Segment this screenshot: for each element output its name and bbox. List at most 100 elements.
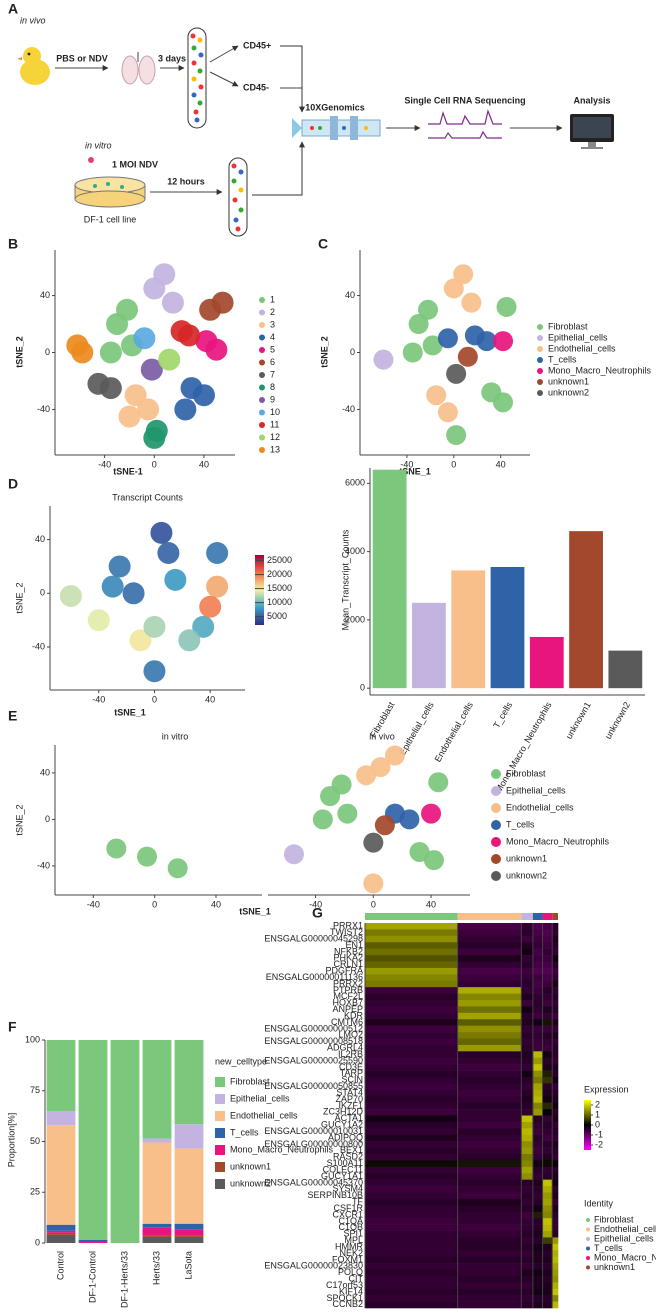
heatmap-cell — [365, 1237, 458, 1245]
heatmap-cell — [365, 1192, 458, 1200]
legend-label: 5 — [270, 344, 275, 354]
heatmap-cell — [521, 929, 534, 937]
legend-marker — [586, 1218, 590, 1222]
heatmap-cell — [521, 1019, 534, 1026]
cluster-point — [373, 349, 394, 370]
heatmap-cell — [552, 1224, 559, 1232]
x-tick-label: 40 — [496, 459, 506, 469]
gene-label: ADIPOQ — [328, 1132, 363, 1142]
dish-icon — [74, 176, 146, 208]
legend-label: 13 — [270, 444, 280, 454]
heatmap-cell — [552, 1237, 559, 1245]
legend-label: unknown2 — [230, 1178, 271, 1188]
heatmap-cell — [552, 955, 559, 962]
y-axis-label: Mean_Transcript_Counts — [340, 529, 350, 630]
heatmap-cell — [521, 987, 534, 994]
heatmap-cell — [532, 1166, 543, 1174]
y-tick-label: 25 — [30, 1187, 40, 1197]
heatmap-cell — [457, 1160, 522, 1168]
heatmap-cell — [521, 1051, 534, 1059]
heatmap-cell — [521, 955, 534, 962]
heatmap-cell — [365, 929, 458, 937]
heatmap-cell — [521, 1237, 534, 1245]
heatmap-cell — [542, 1089, 553, 1097]
heatmap-cell — [552, 1282, 559, 1290]
heatmap-cell — [365, 1006, 458, 1014]
heatmap-cell — [552, 1166, 559, 1174]
bar — [490, 566, 525, 689]
heatmap-cell — [542, 1154, 553, 1161]
heatmap-cell — [457, 1038, 522, 1046]
cluster-point — [153, 263, 176, 286]
heatmap-cell — [552, 1019, 559, 1026]
cluster-point — [211, 291, 234, 314]
heatmap-cell — [532, 948, 543, 956]
heatmap-cell — [542, 1288, 553, 1296]
gene-label: SPOCK1 — [326, 1293, 363, 1303]
legend-label: Epithelial_cells — [506, 785, 566, 795]
heatmap-cell — [521, 1173, 534, 1180]
heatmap-cell — [542, 955, 553, 962]
gene-label: PHKA2 — [333, 953, 363, 963]
bar-segment — [174, 1235, 204, 1237]
heatmap-cell — [532, 1269, 543, 1277]
heatmap-cell — [457, 1269, 522, 1277]
heatmap-cell — [532, 1250, 543, 1257]
heatmap-cell — [542, 1000, 553, 1007]
gene-label: SYSM4 — [332, 1184, 363, 1194]
cell-point — [129, 629, 152, 652]
heatmap-cell — [542, 1019, 553, 1026]
heatmap-cell — [552, 1044, 559, 1052]
heatmap-cell — [521, 967, 534, 975]
y-tick-label: 0 — [40, 588, 45, 598]
heatmap-cell — [532, 1179, 543, 1187]
cluster-point — [493, 392, 514, 413]
cluster-point — [99, 377, 122, 400]
heatmap-cell — [365, 1089, 458, 1097]
x-axis-label: tSNE_1 — [114, 707, 146, 717]
heatmap-cell — [532, 1044, 543, 1052]
gene-label: ENSGALG00000000512 — [264, 1023, 363, 1033]
legend-title: new_celltype — [215, 1056, 267, 1066]
heatmap-cell — [552, 1141, 559, 1148]
heatmap-cell — [521, 1263, 534, 1270]
heatmap-cell — [521, 1089, 534, 1097]
bar-segment — [174, 1236, 204, 1243]
legend-marker — [259, 359, 265, 366]
y-tick-label: 40 — [35, 534, 45, 544]
x-tick-label: 40 — [205, 694, 215, 704]
heatmap-cell — [365, 1186, 458, 1193]
heatmap-cell — [457, 1250, 522, 1257]
label: in vitro — [85, 140, 112, 150]
heatmap-cell — [365, 1173, 458, 1180]
heatmap-cell — [521, 1115, 534, 1123]
y-tick-label: 4000 — [345, 546, 365, 556]
heatmap-cell — [532, 1089, 543, 1097]
heatmap-cell — [542, 1147, 553, 1155]
heatmap-cell — [521, 935, 534, 943]
heatmap-cell — [542, 935, 553, 943]
x-tick-label: 40 — [199, 459, 209, 469]
identity-bar — [365, 913, 458, 920]
heatmap-cell — [542, 1077, 553, 1084]
heatmap-cell — [365, 1038, 458, 1046]
legend-label: unknown2 — [548, 387, 589, 397]
heatmap-cell — [365, 1096, 458, 1103]
legend-label: T_cells — [548, 354, 577, 364]
heatmap-cell — [521, 1211, 534, 1219]
legend-label: 11 — [270, 419, 279, 429]
heatmap-cell — [457, 1173, 522, 1180]
heatmap-cell — [532, 1051, 543, 1059]
heatmap-cell — [365, 1250, 458, 1257]
heatmap-cell — [552, 948, 559, 956]
x-tick-label: unknown2 — [603, 700, 632, 741]
y-tick-label: 40 — [40, 767, 50, 777]
heatmap-cell — [542, 1025, 553, 1033]
heatmap-cell — [552, 1198, 559, 1206]
x-tick-label: 40 — [211, 899, 221, 909]
panel-letter: B — [8, 236, 18, 252]
facet-title: in vitro — [162, 731, 189, 741]
arrow — [209, 45, 239, 63]
legend-swatch — [215, 1094, 225, 1104]
cluster-point — [446, 425, 467, 446]
